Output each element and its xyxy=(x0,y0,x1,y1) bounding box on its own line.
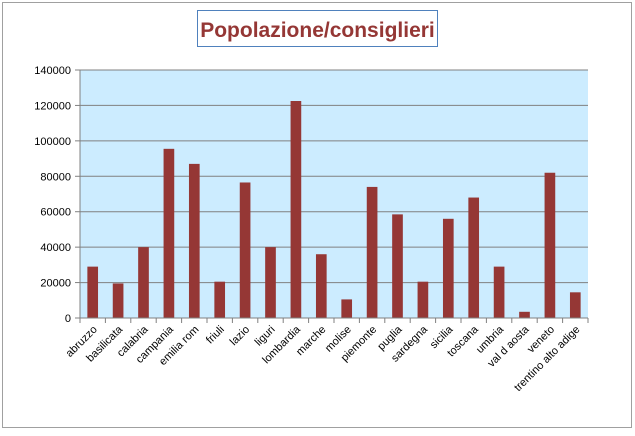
bar xyxy=(468,197,480,318)
y-tick-label: 140000 xyxy=(34,65,71,77)
y-tick-label: 100000 xyxy=(34,136,71,148)
bar xyxy=(188,163,200,318)
bar xyxy=(519,311,530,318)
bar xyxy=(265,247,276,318)
bar xyxy=(214,281,226,318)
y-tick-label: 80000 xyxy=(40,171,71,183)
bar xyxy=(138,247,149,318)
bar xyxy=(442,218,454,318)
y-tick-label: 20000 xyxy=(40,278,71,290)
bar xyxy=(544,172,556,318)
bar xyxy=(163,148,175,318)
bar xyxy=(417,281,429,318)
y-tick-label: 0 xyxy=(65,313,71,325)
bar xyxy=(366,186,378,318)
plot-background xyxy=(80,70,588,318)
bar xyxy=(87,266,99,318)
bar xyxy=(392,214,403,318)
bar xyxy=(569,292,581,318)
chart-title: Popolazione/consiglieri xyxy=(200,19,435,42)
bar xyxy=(112,283,124,318)
bar xyxy=(341,299,353,318)
bar xyxy=(239,182,251,318)
y-tick-label: 60000 xyxy=(40,207,71,219)
chart-title-box xyxy=(197,10,438,47)
bar xyxy=(493,266,505,318)
y-tick-label: 40000 xyxy=(40,242,71,254)
y-tick-label: 120000 xyxy=(34,100,71,112)
bar xyxy=(315,254,327,318)
bar xyxy=(290,101,302,318)
